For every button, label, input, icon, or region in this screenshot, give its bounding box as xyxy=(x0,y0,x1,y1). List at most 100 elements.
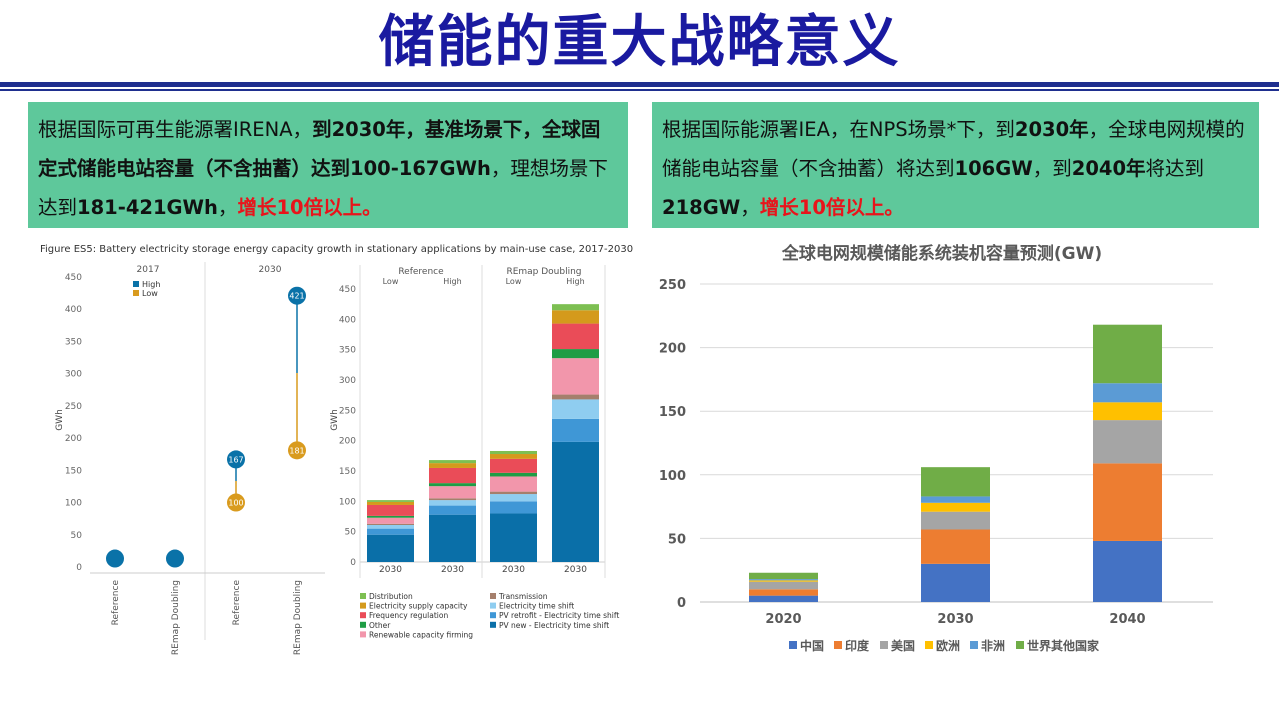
stack-ytick-0: 0 xyxy=(350,558,356,568)
stack-legend-swatch-5 xyxy=(360,621,366,628)
stack-bar-1-2 xyxy=(490,501,537,514)
stack-bar-5-3 xyxy=(552,349,599,359)
stack-bar-7-0 xyxy=(367,501,414,505)
iea-legend-label-0: 中国 xyxy=(800,638,824,653)
stack-legend-label-2: Electricity time shift xyxy=(499,602,574,611)
stack-bar-1-0 xyxy=(367,528,414,535)
iea-legend-label-2: 美国 xyxy=(891,638,915,653)
iea-chart-title: 全球电网规模储能系统装机容量预测(GW) xyxy=(781,243,1102,264)
stack-category-0: 2030 xyxy=(379,565,402,575)
stack-group-label-1: REmap Doubling xyxy=(506,267,581,277)
stack-bar-5-0 xyxy=(367,515,414,518)
stack-legend-swatch-1 xyxy=(490,612,496,619)
irena-figure-title: Figure ES5: Battery electricity storage … xyxy=(40,244,633,255)
stack-bar-1-3 xyxy=(552,418,599,442)
stack-ylabel: GWh xyxy=(330,409,340,431)
irena-ytick-3: 150 xyxy=(65,466,82,476)
irena-highlight: 增长10倍以上。 xyxy=(237,196,382,219)
iea-bar-0-1 xyxy=(921,563,990,602)
iea-bar-3-1 xyxy=(921,502,990,512)
irena-ylabel: GWh xyxy=(55,409,65,431)
stack-ytick-2: 100 xyxy=(339,497,356,507)
iea-text-5: ， xyxy=(740,196,760,219)
irena-legend-swatch-1 xyxy=(133,290,139,296)
iea-category-1: 2030 xyxy=(937,612,973,627)
iea-bar-4-1 xyxy=(921,496,990,503)
stack-bar-7-3 xyxy=(552,310,599,324)
stack-bar-5-2 xyxy=(490,472,537,477)
iea-legend-swatch-0 xyxy=(789,641,797,649)
stack-bar-7-1 xyxy=(429,463,476,468)
irena-ytick-6: 300 xyxy=(65,370,82,380)
iea-ytick-1: 50 xyxy=(668,532,686,547)
iea-legend-label-1: 印度 xyxy=(845,638,870,653)
stack-ytick-1: 50 xyxy=(345,528,357,538)
stack-bar-8-1 xyxy=(429,460,476,464)
irena-point-label-high-3: 421 xyxy=(289,292,304,301)
stack-bar-8-2 xyxy=(490,450,537,455)
iea-bar-5-1 xyxy=(921,467,990,497)
irena-ytick-0: 0 xyxy=(76,563,82,573)
stack-bar-8-3 xyxy=(552,304,599,311)
stack-legend-label-0: PV new - Electricity time shift xyxy=(499,621,609,630)
stack-bar-0-2 xyxy=(490,513,537,562)
irena-category-2: Reference xyxy=(232,580,242,626)
iea-highlight: 增长10倍以上。 xyxy=(759,196,904,219)
iea-text-2: ，全球电网规模的储能电站容量（不含抽蓄）将达到 xyxy=(662,118,1245,180)
irena-base-point-0 xyxy=(106,549,124,568)
slide-title: 储能的重大战略意义 xyxy=(378,10,901,75)
stack-sub-label-2: Low xyxy=(506,277,522,286)
stack-ytick-7: 350 xyxy=(339,346,356,356)
irena-summary-box: 根据国际可再生能源署IRENA，到2030年，基准场景下，全球固定式储能电站容量… xyxy=(28,102,628,228)
iea-text-4: 将达到 xyxy=(1145,157,1205,180)
stack-legend-label-1: PV retrofit - Electricity time shift xyxy=(499,611,619,620)
stack-bar-1-1 xyxy=(429,505,476,515)
irena-ytick-7: 350 xyxy=(65,337,82,347)
stack-bar-0-1 xyxy=(429,514,476,562)
iea-bar-4-2 xyxy=(1093,383,1162,403)
iea-bar-3-2 xyxy=(1093,402,1162,421)
stack-bar-4-3 xyxy=(552,358,599,395)
iea-bold-3: 2040年 xyxy=(1071,157,1146,180)
iea-bar-1-0 xyxy=(749,589,818,596)
irena-group-label-1: 2030 xyxy=(259,265,282,275)
stack-bar-3-1 xyxy=(429,498,476,501)
stack-ytick-5: 250 xyxy=(339,406,356,416)
stack-ytick-8: 400 xyxy=(339,315,356,325)
irena-ytick-9: 450 xyxy=(65,273,82,283)
stack-sub-label-3: High xyxy=(566,277,584,286)
iea-legend-swatch-2 xyxy=(880,641,888,649)
irena-bold-1: 到2030年，基准场景下，全球固定式储能电站容量（不含抽蓄）达到100-167G… xyxy=(38,118,601,180)
stack-bar-4-2 xyxy=(490,476,537,492)
stack-legend-swatch-7 xyxy=(360,602,366,609)
irena-legend-label-0: High xyxy=(142,280,160,289)
iea-bar-5-2 xyxy=(1093,324,1162,384)
stack-legend-label-6: Frequency regulation xyxy=(369,611,448,620)
stack-legend-label-3: Transmission xyxy=(498,592,548,601)
irena-text-2: ，理想场景下达到 xyxy=(38,157,608,219)
stack-bar-6-0 xyxy=(367,504,414,516)
stack-ytick-3: 150 xyxy=(339,467,356,477)
stack-legend-label-8: Distribution xyxy=(369,592,413,601)
stack-legend-swatch-3 xyxy=(490,593,496,599)
stack-bar-4-1 xyxy=(429,486,476,499)
irena-point-low-3 xyxy=(288,441,306,460)
stack-bar-7-2 xyxy=(490,454,537,459)
stack-bar-6-2 xyxy=(490,458,537,473)
iea-bar-2-1 xyxy=(921,511,990,530)
iea-category-0: 2020 xyxy=(765,612,801,627)
stack-bar-2-1 xyxy=(429,500,476,506)
stack-bar-3-3 xyxy=(552,394,599,400)
iea-text-1: 根据国际能源署IEA，在NPS场景*下，到 xyxy=(662,118,1015,141)
iea-legend-label-5: 世界其他国家 xyxy=(1027,638,1100,653)
iea-bar-1-2 xyxy=(1093,463,1162,541)
iea-bar-3-0 xyxy=(749,580,818,582)
stack-ytick-9: 450 xyxy=(339,285,356,295)
stack-legend-swatch-0 xyxy=(490,621,496,628)
stack-bar-0-3 xyxy=(552,441,599,562)
irena-ytick-5: 250 xyxy=(65,402,82,412)
stack-legend-swatch-2 xyxy=(490,602,496,609)
stack-ytick-6: 300 xyxy=(339,376,356,386)
iea-legend-label-3: 欧洲 xyxy=(936,638,960,653)
